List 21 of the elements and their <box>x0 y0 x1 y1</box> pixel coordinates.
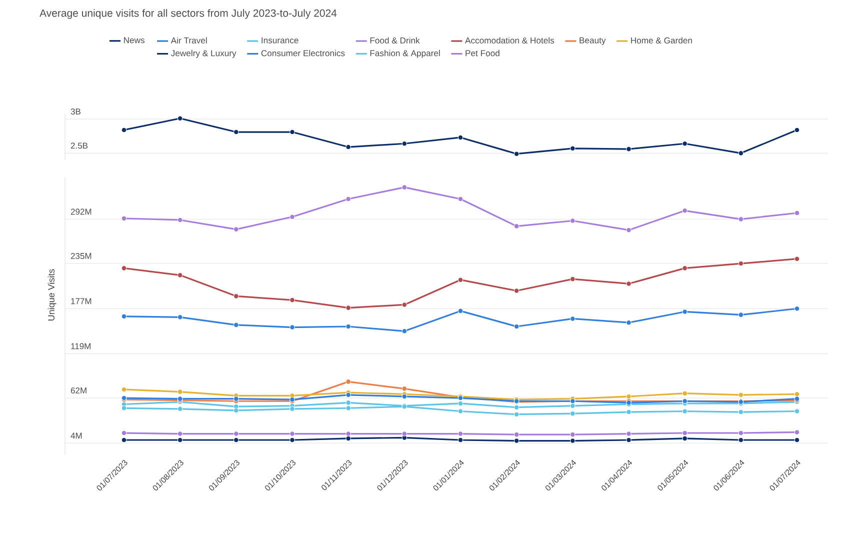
y-axis-title: Unique Visits <box>48 269 56 320</box>
legend-label: Air Travel <box>170 37 207 44</box>
legend-label: Beauty <box>580 37 606 46</box>
chart-title: Average unique visits for all sectors from July 2023-to-July 2024 <box>40 9 337 19</box>
legend-label: Accomodation & Hotels <box>465 37 554 44</box>
y-tick-label: 3B <box>70 108 80 115</box>
legend-label: Food & Drink <box>370 37 420 44</box>
y-tick-label: 62M <box>70 387 86 394</box>
legend-label: News <box>124 37 144 44</box>
y-tick-label: 235M <box>70 252 92 259</box>
y-tick-label: 2.5B <box>70 142 88 149</box>
legend-label: Home & Garden <box>631 37 692 44</box>
legend-label: Jewelry & Luxury <box>170 50 236 58</box>
legend-label: Consumer Electronics <box>261 50 345 56</box>
y-tick-label: 4M <box>70 432 82 439</box>
legend-label: Insurance <box>262 37 298 44</box>
y-tick-label: 177M <box>71 298 92 304</box>
legend-label: Pet Food <box>466 50 500 56</box>
y-tick-label: 119M <box>71 343 90 350</box>
y-tick-label: 292M <box>70 208 92 215</box>
legend-label: Fashion & Apparel <box>370 50 440 58</box>
